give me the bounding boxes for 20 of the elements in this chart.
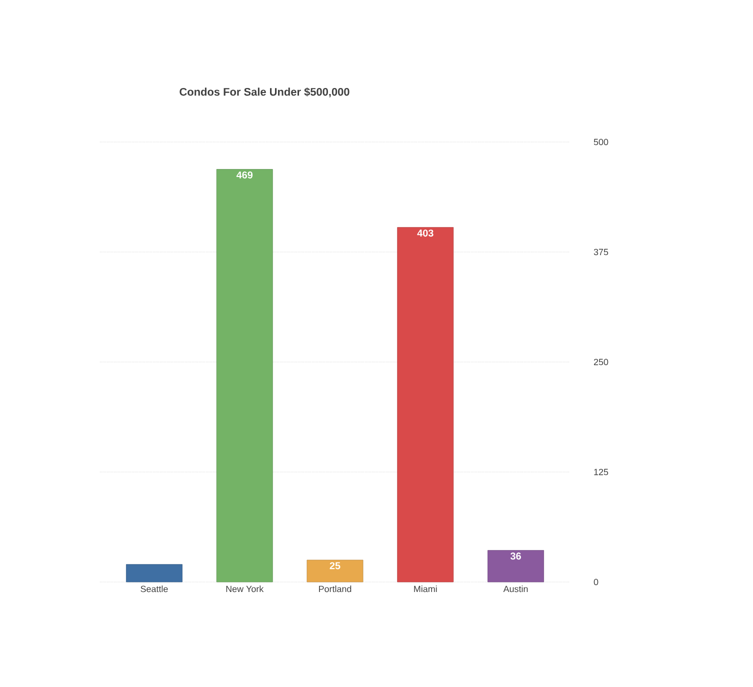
data-label: 25 [330, 562, 340, 570]
bar [126, 564, 182, 582]
chart-title: Condos For Sale Under $500,000 [180, 87, 350, 98]
x-tick-label: Austin [503, 586, 528, 592]
bar [306, 560, 364, 582]
data-label: 36 [510, 552, 521, 560]
bar [488, 550, 544, 582]
y-tick-label: 375 [594, 248, 608, 256]
y-tick-label: 125 [594, 468, 608, 476]
x-tick-label: Miami [414, 586, 437, 592]
bar [397, 227, 454, 582]
bar [216, 169, 273, 582]
y-tick-label: 500 [594, 138, 608, 146]
x-tick-label: New York [226, 586, 264, 592]
x-tick-label: Seattle [140, 586, 168, 592]
data-label: 469 [236, 171, 253, 179]
y-tick-label: 0 [594, 578, 598, 586]
data-label: 403 [417, 230, 434, 237]
y-tick-label: 250 [594, 358, 608, 366]
x-tick-label: Portland [319, 586, 352, 592]
